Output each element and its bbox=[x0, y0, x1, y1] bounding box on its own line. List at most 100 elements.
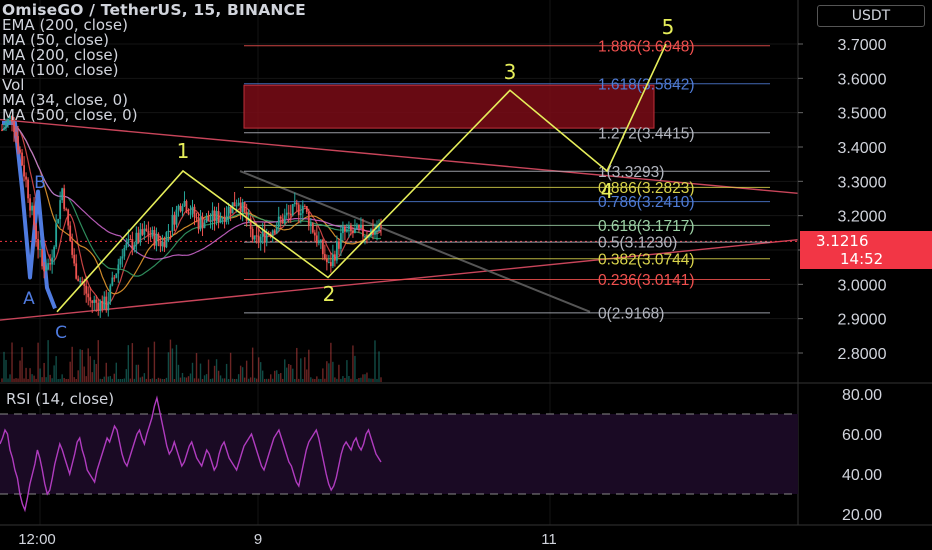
fib-label: 0.618(3.1717) bbox=[598, 218, 695, 235]
volume-bar bbox=[280, 373, 282, 382]
volume-bar bbox=[316, 376, 318, 382]
candle-body bbox=[313, 232, 316, 236]
candle-body bbox=[305, 206, 308, 212]
candle-body bbox=[329, 262, 332, 267]
candle-body bbox=[63, 188, 66, 209]
volume-bar bbox=[189, 373, 192, 382]
volume-bar bbox=[1, 378, 3, 382]
candle-body bbox=[41, 249, 44, 267]
volume-bar bbox=[237, 374, 240, 382]
volume-bar bbox=[179, 377, 182, 382]
candle-body bbox=[103, 296, 106, 310]
candle-body bbox=[43, 266, 46, 272]
candle-body bbox=[135, 232, 138, 246]
candle-body bbox=[105, 296, 108, 311]
candle-body bbox=[165, 232, 168, 248]
candle-body bbox=[175, 209, 178, 225]
volume-bar bbox=[101, 378, 103, 382]
candle-body bbox=[378, 226, 380, 231]
candle-body bbox=[123, 247, 126, 257]
candle-body bbox=[225, 215, 228, 223]
candle-body bbox=[141, 229, 144, 235]
indicator-ma-100[interactable]: MA (100, close) bbox=[2, 61, 119, 79]
volume-bar bbox=[261, 370, 264, 382]
volume-bar bbox=[231, 378, 234, 382]
volume-bar bbox=[27, 378, 29, 382]
volume-bar bbox=[137, 364, 140, 382]
candle-body bbox=[159, 241, 162, 247]
volume-bar bbox=[69, 361, 71, 382]
candle-body bbox=[311, 223, 314, 233]
indicator-ma-34[interactable]: MA (34, close, 0) bbox=[2, 91, 129, 109]
candle-body bbox=[215, 211, 218, 222]
fib-label: 1(3.3293) bbox=[598, 164, 664, 181]
volume-bar bbox=[117, 378, 120, 382]
candle-body bbox=[151, 230, 154, 237]
candle-body bbox=[249, 218, 252, 229]
candle-body bbox=[57, 219, 60, 224]
fib-label: 1.886(3.6948) bbox=[598, 38, 695, 55]
volume-bar bbox=[243, 377, 246, 382]
candle-body bbox=[243, 201, 246, 212]
volume-bar bbox=[193, 378, 196, 382]
volume-bar bbox=[296, 347, 298, 382]
candle-body bbox=[65, 208, 68, 210]
volume-bar bbox=[235, 378, 238, 382]
volume-bar bbox=[47, 340, 49, 382]
candle-body bbox=[55, 223, 58, 247]
candle-body bbox=[155, 233, 158, 246]
wave-label: 2 bbox=[323, 282, 336, 306]
candle-body bbox=[213, 210, 216, 222]
indicator-ma-50[interactable]: MA (50, close) bbox=[2, 31, 109, 49]
wave-label: 3 bbox=[504, 60, 517, 84]
candle-body bbox=[101, 300, 104, 310]
volume-bar bbox=[310, 377, 312, 382]
candle-body bbox=[309, 223, 312, 227]
candle-body bbox=[131, 239, 134, 250]
volume-bar bbox=[39, 368, 41, 382]
currency-button[interactable]: USDT bbox=[817, 5, 925, 27]
volume-bar bbox=[221, 378, 224, 382]
volume-bar bbox=[169, 339, 172, 382]
candle-body bbox=[45, 269, 48, 272]
candle-body bbox=[281, 218, 284, 224]
volume-bar bbox=[227, 378, 230, 382]
fib-label: 0(2.9168) bbox=[598, 305, 664, 322]
candle-body bbox=[13, 121, 15, 132]
volume-bar bbox=[270, 374, 272, 382]
candle-body bbox=[171, 214, 174, 231]
volume-bar bbox=[33, 375, 35, 382]
candle-body bbox=[33, 205, 35, 226]
candle-body bbox=[17, 136, 19, 150]
indicator-ma-200[interactable]: MA (200, close) bbox=[2, 46, 119, 64]
indicator-vol[interactable]: Vol bbox=[2, 76, 25, 94]
volume-bar bbox=[233, 378, 236, 382]
volume-bars bbox=[1, 339, 382, 382]
volume-bar bbox=[300, 358, 302, 382]
volume-bar bbox=[308, 349, 310, 382]
indicator-ema-200[interactable]: EMA (200, close) bbox=[2, 16, 128, 34]
rsi-label[interactable]: RSI (14, close) bbox=[6, 390, 115, 408]
volume-bar bbox=[326, 361, 328, 382]
volume-bar bbox=[215, 359, 218, 382]
volume-bar bbox=[255, 378, 258, 382]
indicator-ma-500[interactable]: MA (500, close, 0) bbox=[2, 106, 138, 124]
candle-body bbox=[259, 236, 262, 243]
candle-body bbox=[195, 217, 198, 219]
candle-body bbox=[235, 205, 238, 207]
candle-body bbox=[337, 241, 340, 249]
candle-body bbox=[15, 131, 17, 137]
candle-body bbox=[29, 198, 31, 211]
volume-bar bbox=[245, 360, 248, 382]
candle-body bbox=[239, 202, 242, 213]
volume-bar bbox=[121, 378, 124, 382]
volume-bar bbox=[177, 364, 180, 382]
volume-bar bbox=[332, 361, 334, 382]
volume-bar bbox=[298, 378, 300, 382]
volume-bar bbox=[380, 377, 382, 382]
price-tick-label: 2.9000 bbox=[838, 312, 887, 329]
candle-body bbox=[181, 206, 184, 212]
candle-body bbox=[183, 201, 186, 207]
candle-body bbox=[348, 225, 350, 230]
